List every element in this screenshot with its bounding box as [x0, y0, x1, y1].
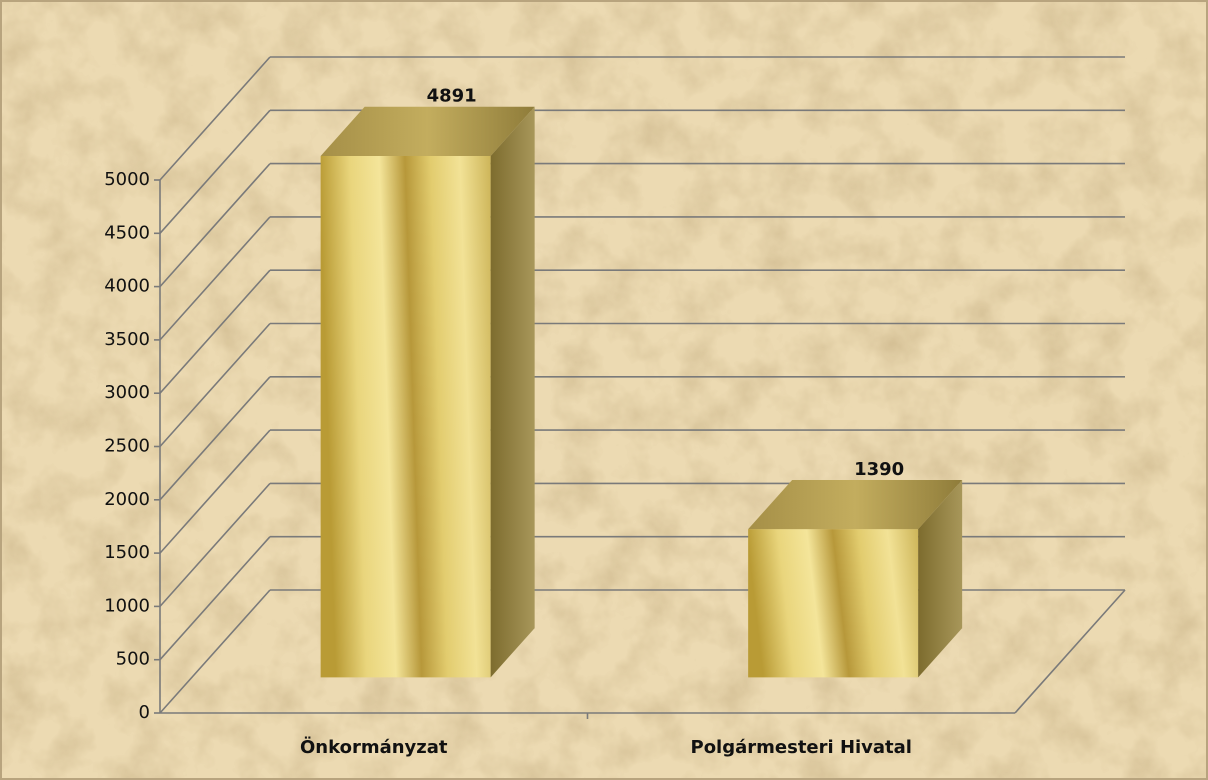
bar-side [918, 479, 963, 678]
grid-line [159, 589, 271, 714]
y-tick-label: 3500 [104, 329, 150, 350]
bar-top [748, 479, 963, 530]
grid-line [159, 56, 271, 181]
y-tick-label: 2000 [104, 489, 150, 510]
y-tick-label: 2500 [104, 436, 150, 457]
grid-line [159, 482, 271, 607]
x-tick-label: Polgármesteri Hivatal [691, 737, 912, 758]
floor-edge [1014, 589, 1126, 714]
grid-line [159, 216, 271, 341]
grid-line [159, 376, 271, 501]
grid-line [159, 322, 271, 448]
y-tick-label: 500 [116, 649, 150, 670]
grid-line [159, 109, 271, 234]
data-label: 4891 [427, 86, 477, 107]
grid-line [159, 536, 271, 661]
y-tick-label: 1000 [104, 595, 150, 616]
y-tick-label: 5000 [104, 169, 150, 190]
bar-side [490, 106, 535, 678]
y-tick-label: 0 [139, 702, 150, 723]
x-tick-label: Önkormányzat [300, 736, 448, 758]
y-tick-label: 4000 [104, 276, 150, 297]
bar-top [320, 106, 535, 156]
bar-front [748, 529, 919, 678]
grid-line [159, 429, 271, 554]
bar [748, 479, 963, 678]
grid-line [159, 269, 271, 394]
data-label: 1390 [854, 459, 904, 480]
y-tick-label: 4500 [104, 222, 150, 243]
bar-front [320, 155, 491, 678]
y-tick-label: 1500 [104, 542, 150, 563]
grid-line [159, 163, 271, 288]
bar [320, 106, 535, 678]
y-tick-label: 3000 [104, 382, 150, 403]
